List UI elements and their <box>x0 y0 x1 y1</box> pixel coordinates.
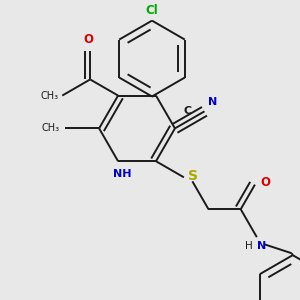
Text: H: H <box>245 241 253 251</box>
Text: O: O <box>83 33 93 46</box>
Text: N: N <box>208 97 218 107</box>
Text: CH₃: CH₃ <box>40 91 58 100</box>
Text: Cl: Cl <box>146 4 158 16</box>
Text: O: O <box>260 176 270 189</box>
Text: N: N <box>257 241 266 251</box>
Text: CH₃: CH₃ <box>42 123 60 134</box>
Text: C: C <box>184 106 192 116</box>
Text: S: S <box>188 169 198 183</box>
Text: NH: NH <box>113 169 131 179</box>
